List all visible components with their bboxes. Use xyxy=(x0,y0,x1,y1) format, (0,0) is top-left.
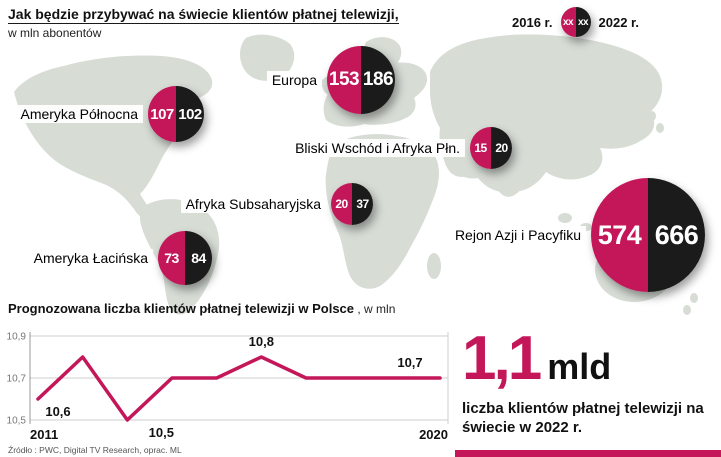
legend-year-2016: 2016 r. xyxy=(512,14,553,30)
value-2022: 186 xyxy=(362,69,394,90)
svg-text:10,7: 10,7 xyxy=(7,374,27,385)
region-rejon-azji-i-pacyfiku: Rejon Azji i Pacyfiku 574 666 xyxy=(449,178,705,292)
source-note: Źródło : PWC, Digital TV Research, oprac… xyxy=(8,445,182,455)
region-label: Ameryka Północna xyxy=(15,105,143,123)
region-afryka-subsaharyjska: Afryka Subsaharyjska 20 37 xyxy=(180,183,373,225)
region-bliski-wschod-i-afryka-pln: Bliski Wschód i Afryka Płn. 15 20 xyxy=(290,127,512,169)
highlight-row: 1,1 mld xyxy=(462,328,714,390)
line-chart: 10,9 10,7 10,5 10,6 10,5 10,8 10,7 2011 2020 xyxy=(7,332,449,442)
region-bubble: 73 84 xyxy=(158,231,212,285)
svg-text:10,5: 10,5 xyxy=(149,425,174,440)
region-label: Afryka Subsaharyjska xyxy=(180,195,326,213)
page-title: Jak będzie przybywać na świecie klientów… xyxy=(8,6,399,24)
chart-title: Prognozowana liczba klientów płatnej tel… xyxy=(8,301,395,316)
svg-text:10,6: 10,6 xyxy=(45,404,70,419)
value-2016: 574 xyxy=(597,219,642,250)
value-2022: 666 xyxy=(654,219,699,250)
value-2022: 84 xyxy=(191,250,206,266)
region-ameryka-lacinska: Ameryka Łacińska 73 84 xyxy=(28,231,212,285)
value-2022: 20 xyxy=(495,141,508,155)
legend-sample-bubble-icon: xx xx xyxy=(560,7,591,37)
svg-text:10,9: 10,9 xyxy=(7,332,27,343)
region-bubble: 153 186 xyxy=(327,46,395,114)
legend-sample-2016: xx xyxy=(562,16,574,28)
value-2022: 102 xyxy=(178,105,202,123)
legend-sample-2022: xx xyxy=(577,16,589,28)
svg-text:10,5: 10,5 xyxy=(7,416,27,427)
region-bubble: 574 666 xyxy=(591,178,705,292)
chart-title-main: Prognozowana liczba klientów płatnej tel… xyxy=(8,301,355,316)
region-label: Europa xyxy=(266,71,322,89)
region-bubble: 20 37 xyxy=(331,183,373,225)
svg-text:10,7: 10,7 xyxy=(397,355,422,370)
region-europa: Europa 153 186 xyxy=(266,46,395,114)
highlight-caption: liczba klientów płatnej telewizji na świ… xyxy=(462,400,704,437)
value-2016: 107 xyxy=(150,105,174,123)
chart-title-suffix: , w mln xyxy=(354,302,396,316)
region-label: Rejon Azji i Pacyfiku xyxy=(449,226,586,244)
svg-text:10,8: 10,8 xyxy=(249,334,274,349)
value-2016: 15 xyxy=(474,141,487,155)
region-bubble: 15 20 xyxy=(470,127,512,169)
legend: 2016 r. xx xx 2022 r. xyxy=(512,7,639,37)
page-subtitle: w mln abonentów xyxy=(8,26,102,40)
value-2016: 20 xyxy=(335,197,348,211)
svg-text:2020: 2020 xyxy=(419,427,448,442)
region-ameryka-polnocna: Ameryka Północna 107 102 xyxy=(15,86,204,142)
region-label: Ameryka Łacińska xyxy=(28,249,153,267)
highlight-unit: mld xyxy=(547,346,612,387)
region-label: Bliski Wschód i Afryka Płn. xyxy=(290,139,465,157)
header: Jak będzie przybywać na świecie klientów… xyxy=(8,6,399,40)
accent-bar xyxy=(455,450,721,457)
highlight-value: 1,1 xyxy=(462,324,542,393)
value-2022: 37 xyxy=(356,197,369,211)
svg-text:2011: 2011 xyxy=(30,427,58,442)
value-2016: 73 xyxy=(164,250,179,266)
highlight: 1,1 mld liczba klientów płatnej telewizj… xyxy=(462,328,714,437)
region-bubble: 107 102 xyxy=(148,86,204,142)
legend-year-2022: 2022 r. xyxy=(598,14,640,30)
value-2016: 153 xyxy=(328,69,360,90)
